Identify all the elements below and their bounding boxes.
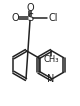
Text: N: N	[47, 75, 55, 84]
Text: S: S	[27, 13, 33, 23]
Text: CH₃: CH₃	[43, 55, 59, 64]
Text: Cl: Cl	[48, 13, 58, 23]
Text: O: O	[26, 3, 34, 13]
Text: O: O	[11, 13, 19, 23]
